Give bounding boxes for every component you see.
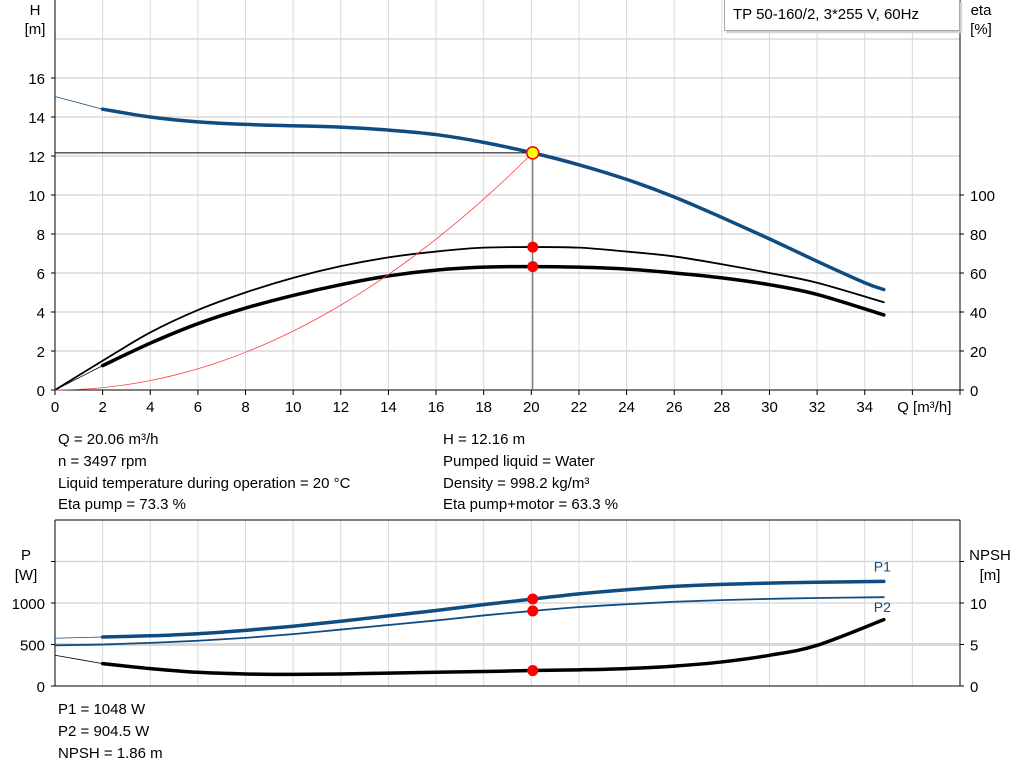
y2-tick-label: 20 (970, 344, 987, 361)
y-tick-label: 1000 (12, 596, 45, 613)
H-curve-extension (54, 96, 104, 110)
p2-marker (527, 605, 539, 617)
p1-label: P1 (874, 558, 891, 574)
pump-title-box: TP 50-160/2, 3*255 V, 60Hz (724, 0, 960, 31)
P2-curve (54, 596, 885, 647)
x-tick-label: 24 (618, 399, 635, 416)
x-tick-label: 10 (285, 399, 302, 416)
y2-axis-unit: [m] (980, 567, 1001, 584)
y-tick-label: 12 (28, 149, 45, 166)
x-tick-label: 20 (523, 399, 540, 416)
P1-curve-extension (54, 636, 104, 639)
y-tick-label: 0 (37, 383, 45, 400)
info-liquid: Pumped liquid = Water (443, 453, 595, 470)
x-tick-label: 4 (146, 399, 154, 416)
x-tick-label: 26 (666, 399, 683, 416)
y-tick-label: 8 (37, 227, 45, 244)
y-tick-label: 16 (28, 71, 45, 88)
eta_pump_motor-curve-extension (54, 365, 104, 391)
info-q: Q = 20.06 m³/h (58, 431, 159, 448)
x-axis-label: Q [m³/h] (897, 399, 951, 416)
NPSH-curve-extension (54, 654, 104, 664)
eta-pump-motor-marker (527, 261, 539, 273)
y-tick-label: 4 (37, 305, 45, 322)
y2-tick-label: 0 (970, 679, 978, 696)
x-tick-label: 30 (761, 399, 778, 416)
y2-tick-label: 40 (970, 305, 987, 322)
y2-tick-label: 100 (970, 188, 995, 205)
y-axis-unit: [W] (15, 567, 38, 584)
info-speed: n = 3497 rpm (58, 453, 147, 470)
y2-axis-label: NPSH (969, 547, 1011, 564)
x-tick-label: 12 (332, 399, 349, 416)
info-eta-pump-motor: Eta pump+motor = 63.3 % (443, 496, 619, 513)
y2-tick-label: 80 (970, 227, 987, 244)
info-temperature: Liquid temperature during operation = 20… (58, 475, 351, 492)
npsh-marker (527, 665, 539, 677)
info-npsh: NPSH = 1.86 m (58, 745, 163, 762)
x-tick-label: 0 (51, 399, 59, 416)
x-tick-label: 32 (809, 399, 826, 416)
y2-tick-label: 10 (970, 596, 987, 613)
x-tick-label: 22 (571, 399, 588, 416)
x-tick-label: 14 (380, 399, 397, 416)
y-tick-label: 10 (28, 188, 45, 205)
x-tick-label: 28 (713, 399, 730, 416)
x-tick-label: 18 (475, 399, 492, 416)
y-tick-label: 0 (37, 679, 45, 696)
x-tick-label: 2 (98, 399, 106, 416)
info-h: H = 12.16 m (443, 431, 526, 448)
p2-label: P2 (874, 599, 891, 615)
eta-pump-marker (527, 241, 539, 253)
x-tick-label: 8 (241, 399, 249, 416)
y-axis-label: P (21, 547, 31, 564)
y2-axis-unit: [%] (970, 21, 992, 38)
y-tick-label: 6 (37, 266, 45, 283)
y-axis-label: H (30, 2, 41, 19)
info-eta-pump: Eta pump = 73.3 % (58, 496, 186, 513)
x-tick-label: 6 (194, 399, 202, 416)
y-tick-label: 500 (20, 638, 45, 655)
NPSH-curve (100, 617, 886, 677)
info-p2: P2 = 904.5 W (58, 723, 150, 740)
y-tick-label: 2 (37, 344, 45, 361)
y2-tick-label: 5 (970, 638, 978, 655)
H-curve (100, 107, 886, 292)
eta_pump_motor-curve (100, 264, 886, 368)
y2-tick-label: 0 (970, 383, 978, 400)
x-tick-label: 34 (856, 399, 873, 416)
info-density: Density = 998.2 kg/m³ (443, 475, 590, 492)
y-tick-label: 14 (28, 110, 45, 127)
P1-curve (100, 579, 886, 639)
info-p1: P1 = 1048 W (58, 701, 146, 718)
y2-axis-label: eta (971, 2, 993, 19)
eta_pump-curve (54, 246, 885, 391)
duty-point-marker (525, 146, 540, 160)
p1-marker (527, 593, 539, 605)
system-curve (54, 152, 534, 391)
x-tick-label: 16 (428, 399, 445, 416)
y-axis-unit: [m] (25, 21, 46, 38)
y2-tick-label: 60 (970, 266, 987, 283)
